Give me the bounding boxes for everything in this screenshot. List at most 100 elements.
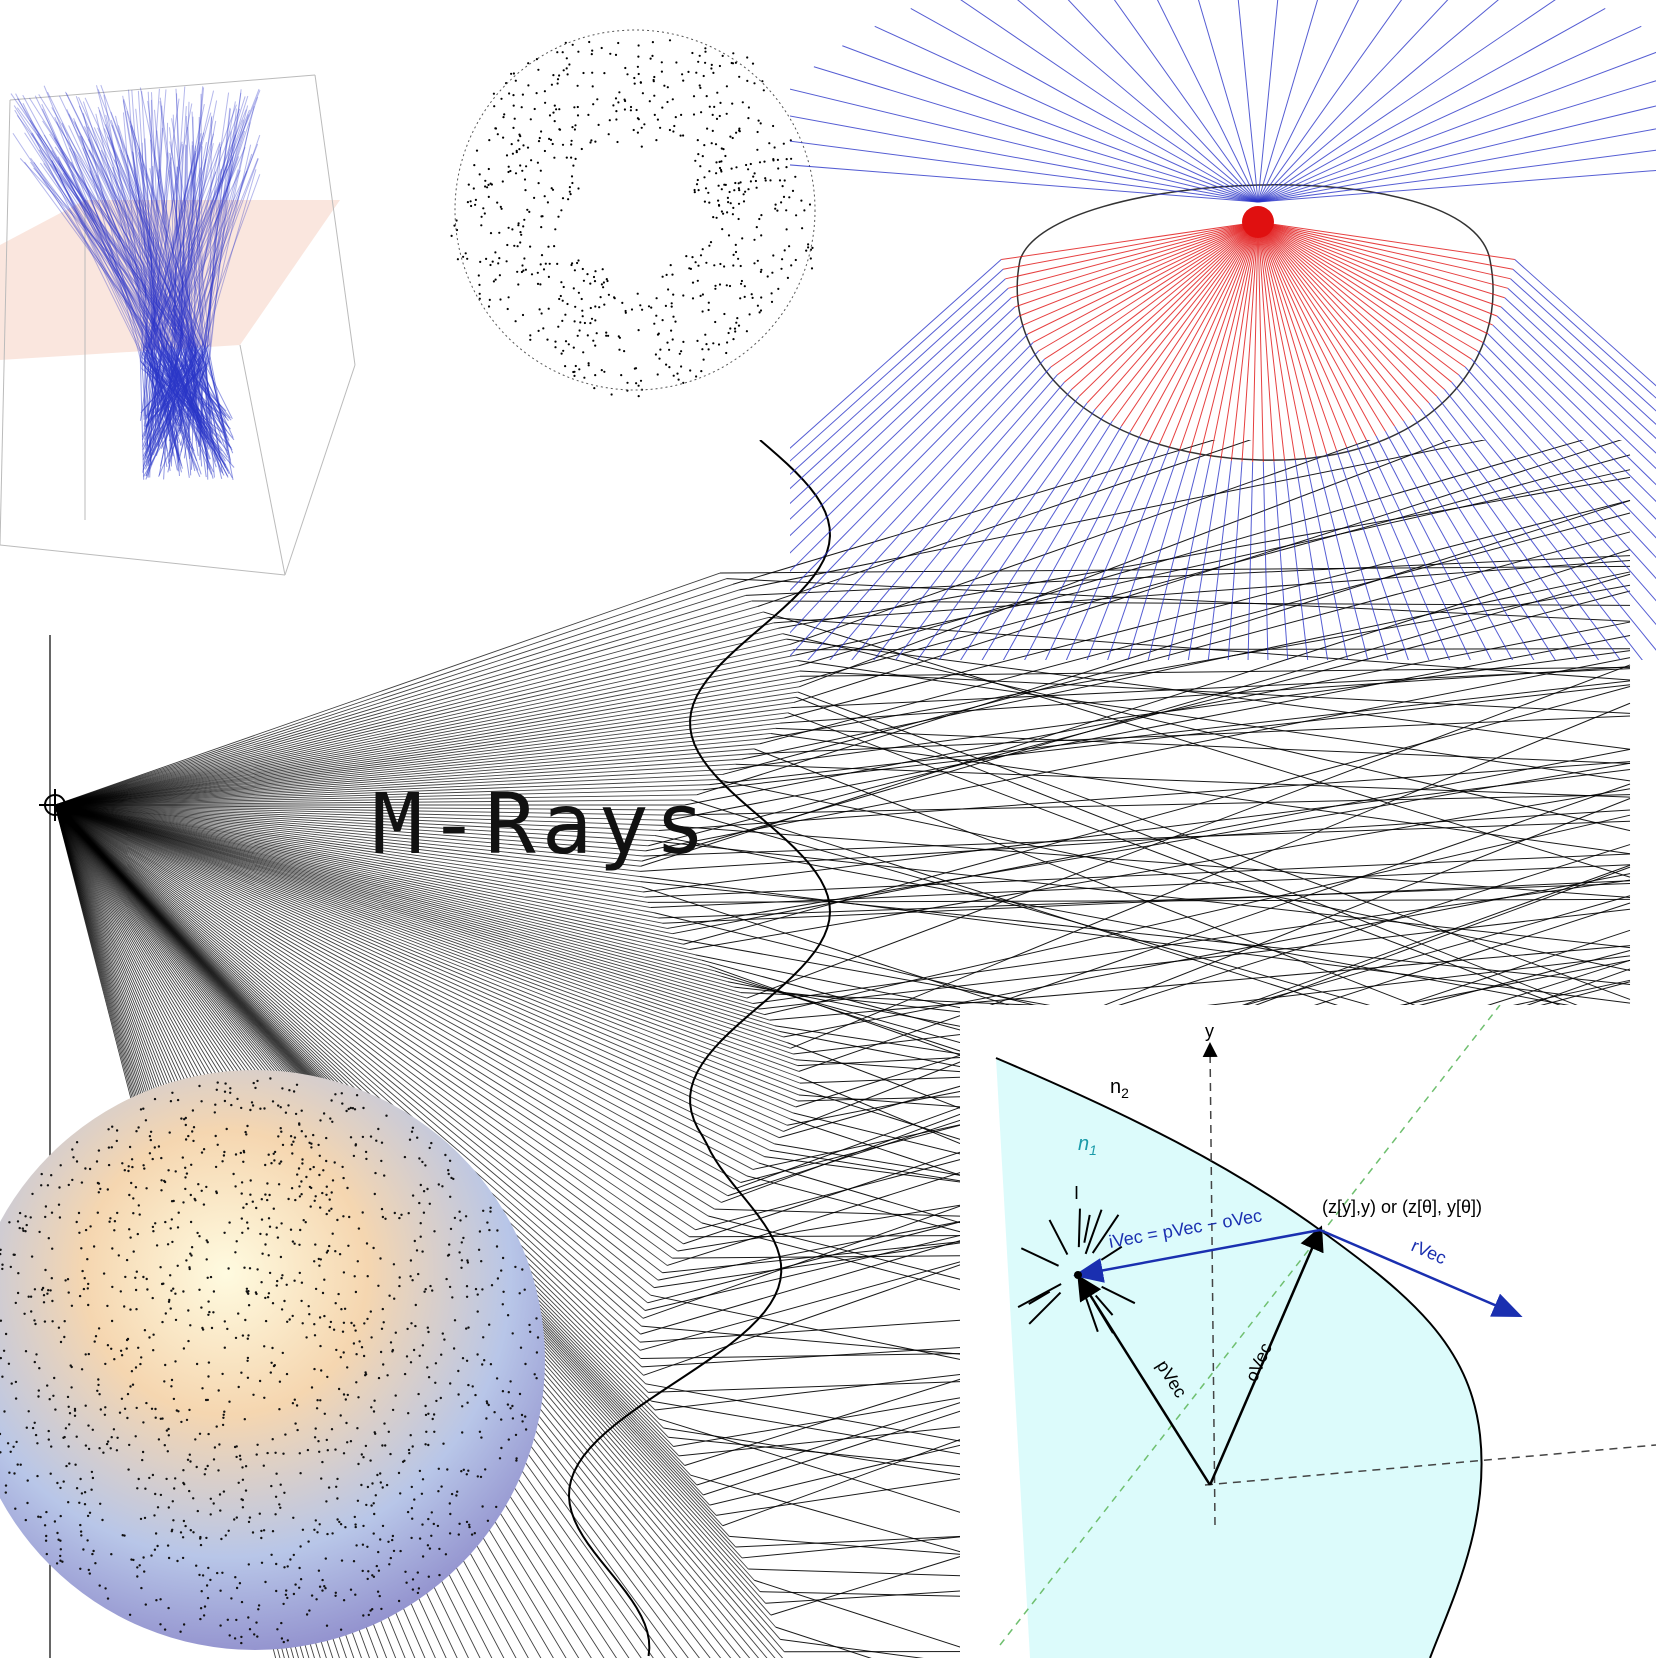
sphere-point bbox=[449, 1532, 451, 1534]
sphere-point bbox=[319, 1206, 321, 1208]
sphere-point bbox=[189, 1454, 191, 1456]
sphere-point bbox=[192, 1109, 194, 1111]
sphere-point bbox=[277, 1135, 279, 1137]
exit-ray bbox=[1246, 462, 1253, 660]
spot-point bbox=[721, 188, 723, 190]
sphere-point bbox=[260, 1537, 262, 1539]
sphere-point bbox=[53, 1377, 55, 1379]
sphere-point bbox=[68, 1184, 70, 1186]
sphere-point bbox=[363, 1322, 365, 1324]
sphere-point bbox=[278, 1503, 280, 1505]
sphere-point bbox=[406, 1355, 408, 1357]
sphere-point bbox=[379, 1595, 381, 1597]
sphere-point bbox=[148, 1477, 150, 1479]
sphere-point bbox=[294, 1399, 296, 1401]
sphere-point bbox=[410, 1434, 412, 1436]
sphere-point bbox=[322, 1292, 324, 1294]
sphere-point bbox=[139, 1564, 141, 1566]
spot-point bbox=[718, 343, 720, 345]
sphere-point bbox=[270, 1554, 272, 1556]
sphere-point bbox=[136, 1271, 138, 1273]
sphere-point bbox=[155, 1532, 157, 1534]
sphere-point bbox=[350, 1440, 352, 1442]
spot-point bbox=[568, 343, 570, 345]
sphere-point bbox=[321, 1589, 323, 1591]
sphere-point bbox=[466, 1360, 468, 1362]
sphere-point bbox=[174, 1360, 176, 1362]
sphere-point bbox=[78, 1502, 80, 1504]
spot-point bbox=[775, 204, 777, 206]
sphere-point bbox=[56, 1532, 58, 1534]
sphere-point bbox=[38, 1389, 40, 1391]
incoming-ray bbox=[814, 67, 1258, 202]
spot-point bbox=[764, 177, 766, 179]
sphere-point bbox=[477, 1293, 479, 1295]
spot-point bbox=[759, 311, 761, 313]
spot-point bbox=[549, 263, 551, 265]
incoming-ray bbox=[1037, 0, 1258, 202]
sphere-point bbox=[63, 1336, 65, 1338]
sphere-point bbox=[173, 1487, 175, 1489]
sphere-point bbox=[248, 1304, 250, 1306]
spot-point bbox=[539, 137, 541, 139]
sphere-point bbox=[478, 1249, 480, 1251]
spot-point bbox=[732, 338, 734, 340]
sphere-point bbox=[362, 1456, 364, 1458]
spot-point bbox=[529, 246, 531, 248]
spot-point bbox=[704, 201, 706, 203]
sphere-point bbox=[460, 1470, 462, 1472]
sphere-point bbox=[412, 1578, 414, 1580]
sphere-point bbox=[160, 1157, 162, 1159]
spot-point bbox=[638, 329, 640, 331]
spot-point bbox=[557, 216, 559, 218]
sphere-point bbox=[187, 1135, 189, 1137]
sphere-point bbox=[159, 1598, 161, 1600]
spot-point bbox=[667, 86, 669, 88]
incoming-ray bbox=[1258, 89, 1656, 202]
sphere-point bbox=[218, 1443, 220, 1445]
sphere-point bbox=[319, 1316, 321, 1318]
sphere-point bbox=[58, 1204, 60, 1206]
sphere-point bbox=[226, 1328, 228, 1330]
spot-point bbox=[712, 114, 714, 116]
sphere-point bbox=[87, 1283, 89, 1285]
spot-point bbox=[537, 283, 539, 285]
sphere-point bbox=[185, 1124, 187, 1126]
sphere-point bbox=[132, 1384, 134, 1386]
sphere-point bbox=[296, 1084, 298, 1086]
sphere-point bbox=[192, 1497, 194, 1499]
spot-point bbox=[728, 332, 730, 334]
sphere-point bbox=[412, 1194, 414, 1196]
spot-point bbox=[737, 258, 739, 260]
spot-point bbox=[710, 241, 712, 243]
sphere-point bbox=[259, 1513, 261, 1515]
spot-point bbox=[719, 161, 721, 163]
spot-point bbox=[572, 165, 574, 167]
sphere-point bbox=[409, 1139, 411, 1141]
sphere-point bbox=[449, 1160, 451, 1162]
sphere-point bbox=[457, 1370, 459, 1372]
sphere-point bbox=[384, 1444, 386, 1446]
fan-ray bbox=[55, 573, 720, 805]
sphere-point bbox=[99, 1584, 101, 1586]
spot-point bbox=[633, 129, 635, 131]
sphere-point bbox=[98, 1191, 100, 1193]
sphere-point bbox=[190, 1529, 192, 1531]
bundle-ray-lower bbox=[140, 352, 144, 480]
spot-point bbox=[724, 155, 726, 157]
sphere-point bbox=[159, 1266, 161, 1268]
sphere-point bbox=[461, 1431, 463, 1433]
sphere-point bbox=[428, 1376, 430, 1378]
sphere-point bbox=[370, 1406, 372, 1408]
sphere-point bbox=[255, 1621, 257, 1623]
spot-point bbox=[533, 197, 535, 199]
source-point bbox=[1074, 1271, 1082, 1279]
sphere-point bbox=[338, 1521, 340, 1523]
spot-point bbox=[558, 108, 560, 110]
spot-point bbox=[588, 41, 590, 43]
sphere-point bbox=[425, 1431, 427, 1433]
sphere-point bbox=[123, 1534, 125, 1536]
internal-ray bbox=[1258, 222, 1493, 325]
spot-point bbox=[680, 135, 682, 137]
sphere-point bbox=[362, 1614, 364, 1616]
